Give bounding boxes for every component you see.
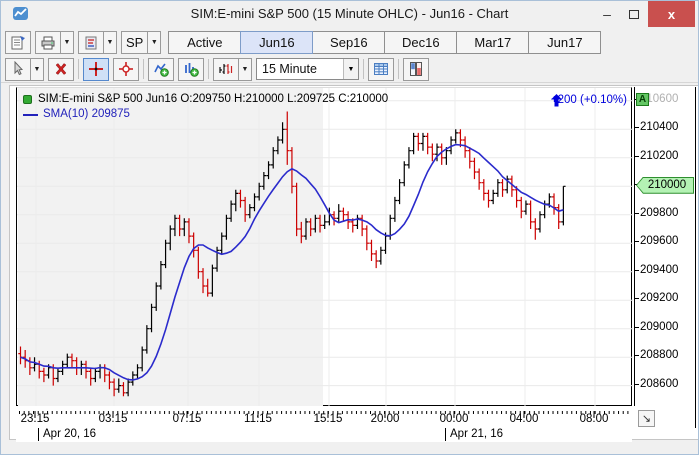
sp-symbol-button[interactable]: SP [121,31,149,54]
symbol-list-icon [85,36,97,49]
date-axis: Apr 20, 16 Apr 21, 16 [16,428,632,442]
chart-settings-button[interactable] [5,31,31,54]
crosshair-icon [89,62,103,76]
pointer-tool-button[interactable] [5,57,31,81]
time-tick-label: 07:15 [172,413,202,425]
maximize-icon [629,9,639,19]
add-chart-study-icon [185,63,199,77]
scale-border [695,87,696,428]
print-button[interactable] [35,31,61,54]
last-price-tag: 210000 [636,176,694,194]
time-tick-label: 08:00 [579,413,609,425]
properties-icon [11,35,25,49]
circle-crosshair-tool-button[interactable] [113,57,139,81]
trading-dom-button[interactable] [403,57,429,81]
add-chart-study-button[interactable] [178,57,204,81]
time-tick-label: 04:00 [509,413,539,425]
bar-period-button[interactable] [213,57,239,81]
auto-scale-badge[interactable]: A [636,92,649,106]
quote-board-button[interactable] [368,57,394,81]
time-tick-label: 15:15 [313,413,343,425]
last-price-value: 210000 [637,177,693,193]
time-tick-label: 11:15 [244,413,272,425]
legend-sma: SMA(10) 209875 [43,108,130,120]
sma-line-sample [23,113,38,116]
chart-plot-area[interactable]: SIM:E-mini S&P 500 Jun16 O:209750 H:2100… [16,87,633,407]
minimize-button[interactable]: – [603,6,611,22]
printer-icon [41,36,55,49]
trading-dom-icon [410,62,422,76]
price-scale[interactable]: A 210000 208600 208800 209000 209200 209400 2… [634,87,696,406]
add-study-button[interactable] [148,57,174,81]
tab-dec16[interactable]: Dec16 [384,31,458,54]
close-button[interactable]: x [648,1,695,27]
tab-jun16[interactable]: Jun16 [240,31,314,54]
quote-board-icon [374,63,388,75]
contract-tab-strip: Active Jun16 Sep16 Dec16 Mar17 Jun17 [168,31,602,54]
period-combobox[interactable]: 15 Minute ▼ [256,58,359,80]
delete-tool-button[interactable] [48,57,74,81]
chart-panel: SIM:E-mini S&P 500 Jun16 O:209750 H:2100… [9,85,698,442]
date-label: Apr 20, 16 [38,428,96,441]
symbol-list-button[interactable] [78,31,104,54]
sp-symbol-dropdown[interactable]: ▼ [148,31,162,54]
time-tick-label: 03:15 [98,413,128,425]
symbol-status-icon [23,95,32,104]
time-tick-label: 23:15 [20,413,50,425]
bar-period-icon [219,64,233,74]
symbol-list-dropdown[interactable]: ▼ [104,31,117,54]
window-title: SIM:E-mini S&P 500 (15 Minute OHLC) - Ju… [190,6,509,21]
title-bar[interactable]: SIM:E-mini S&P 500 (15 Minute OHLC) - Ju… [1,1,698,28]
tab-mar17[interactable]: Mar17 [456,31,530,54]
tab-active[interactable]: Active [168,31,242,54]
print-dropdown[interactable]: ▼ [61,31,74,54]
time-tick-label: 00:00 [439,413,469,425]
period-value: 15 Minute [262,62,317,76]
date-label: Apr 21, 16 [445,428,503,441]
time-tick-label: 20:00 [370,413,400,425]
price-change-readout: +200 (+0.10%) [550,94,627,107]
crosshair-tool-button[interactable] [83,57,109,81]
resize-handle[interactable]: ↘ [638,410,655,427]
change-text: +200 (+0.10%) [550,94,627,106]
maximize-button[interactable] [621,1,647,27]
pointer-icon [14,61,24,76]
time-axis[interactable]: 23:15 03:15 07:15 11:15 15:15 20:00 00:00 04:00… [16,406,632,428]
circle-crosshair-icon [119,62,133,76]
ohlc-chart [17,88,633,407]
pointer-tool-dropdown[interactable]: ▼ [31,57,44,81]
tab-jun17[interactable]: Jun17 [528,31,602,54]
bar-period-dropdown[interactable]: ▼ [239,57,252,81]
up-arrow-icon [550,94,562,107]
tools-toolbar: ▼ [1,56,698,83]
chart-legend: SIM:E-mini S&P 500 Jun16 O:209750 H:2100… [23,92,388,122]
legend-symbol-ohlc: SIM:E-mini S&P 500 Jun16 O:209750 H:2100… [38,93,389,105]
main-toolbar: ▼ ▼ SP ▼ Active Jun16 Sep16 Dec16 Mar17 Jun17 [1,29,698,56]
period-combo-arrow[interactable]: ▼ [343,59,358,79]
app-chart-icon [13,7,28,20]
delete-x-icon [55,63,67,75]
tab-sep16[interactable]: Sep16 [312,31,386,54]
add-study-icon [154,63,169,77]
